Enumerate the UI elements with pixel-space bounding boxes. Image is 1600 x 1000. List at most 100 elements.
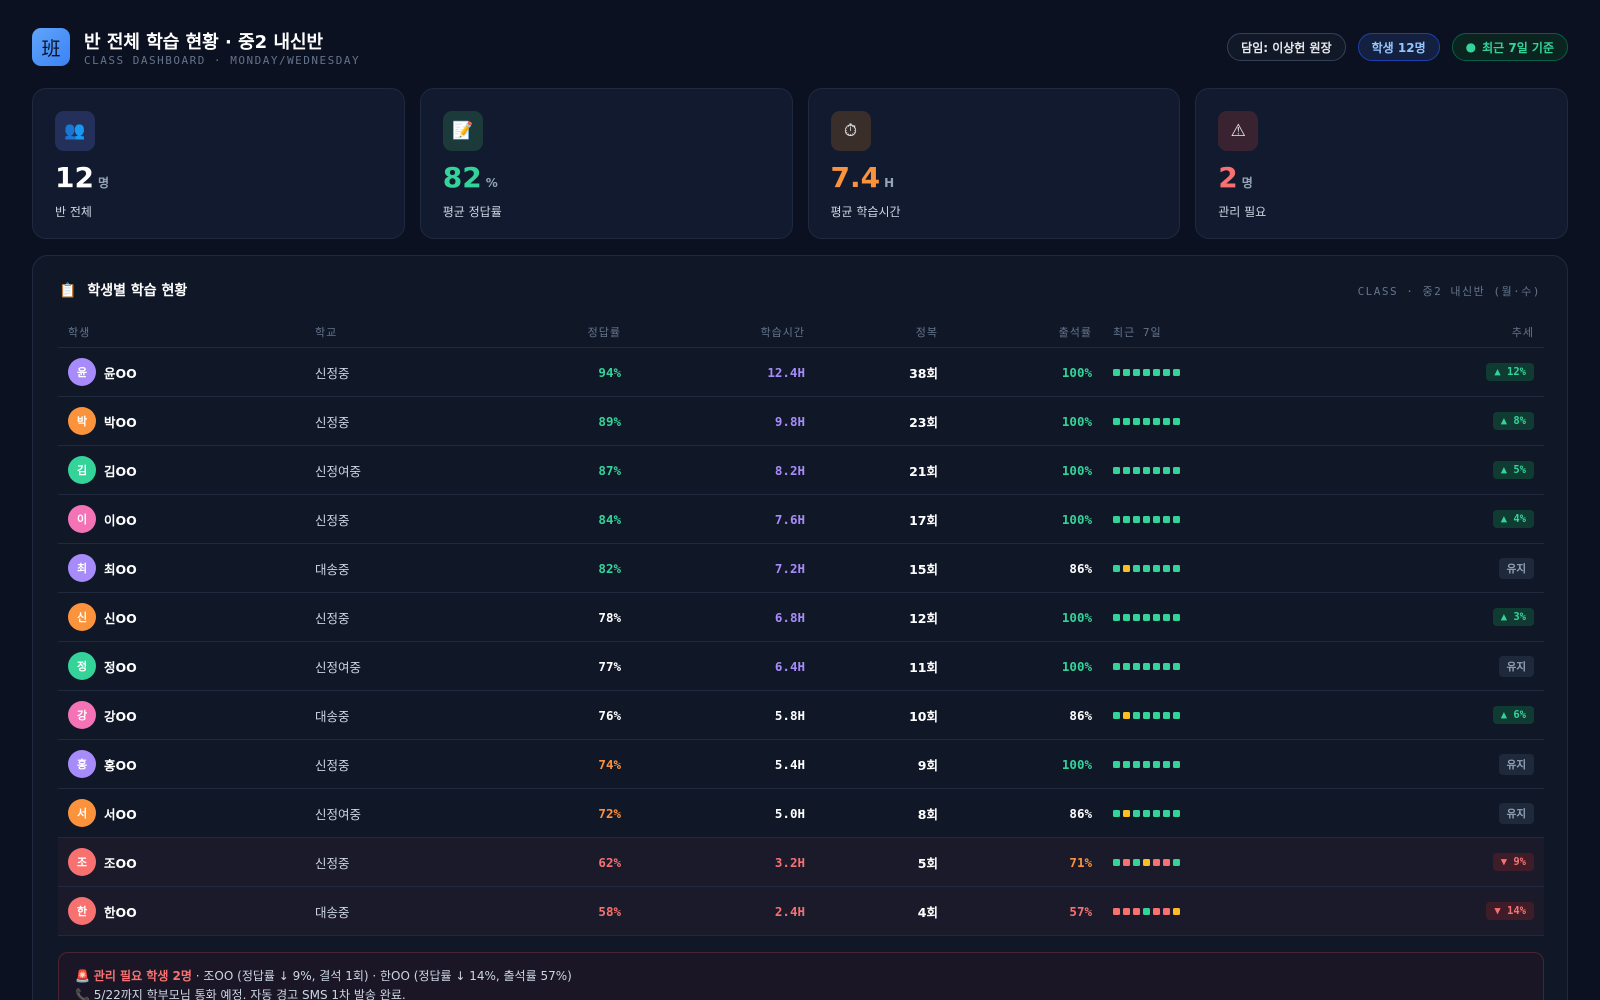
- recent-days: [1092, 907, 1312, 915]
- stat-number: 12: [55, 161, 94, 194]
- day-dot: [1163, 858, 1170, 866]
- avatar: 정: [68, 652, 96, 680]
- stat-cards: 👥 12 명 반 전체 📝 82% 평균 정답률 ⏱ 7.4 H 평균 학습시간 ⚠ 2 명 관리 필요: [32, 88, 1568, 239]
- accuracy: 58%: [598, 903, 621, 919]
- attendance: 86%: [1069, 560, 1092, 576]
- accuracy: 84%: [598, 511, 621, 527]
- student-name: 정OO: [104, 659, 137, 675]
- day-dot: [1153, 515, 1160, 523]
- day-dot: [1113, 564, 1120, 572]
- day-dot: [1113, 466, 1120, 474]
- student-cell: 최 최OO: [68, 554, 315, 582]
- day-dot: [1133, 417, 1140, 425]
- recent-days: [1092, 368, 1312, 376]
- day-dot: [1153, 417, 1160, 425]
- day-dot: [1163, 515, 1170, 523]
- study-hours: 8.2H: [774, 462, 805, 478]
- student-row: 박 박OO 신정중 89% 9.8H 23회 100% ▲ 8%: [58, 397, 1544, 446]
- student-cell: 박 박OO: [68, 407, 315, 435]
- alert-strong: 관리 필요 학생 2명: [93, 969, 192, 983]
- trend: ▲ 12%: [1486, 363, 1534, 381]
- stat-icon: 👥: [55, 111, 95, 151]
- recent-days: [1092, 662, 1312, 670]
- accuracy: 87%: [598, 462, 621, 478]
- count-badge: 학생 12명: [1357, 33, 1440, 61]
- avatar: 조: [68, 848, 96, 876]
- solve-count: 11회: [909, 659, 938, 675]
- teacher-badge: 담임: 이상헌 원장: [1227, 33, 1346, 61]
- day-dot: [1153, 858, 1160, 866]
- alert-line: 📞 5/22까지 학부모님 통화 예정. 자동 경고 SMS 1차 발송 완료.: [75, 986, 1527, 1000]
- stat-unit: 명: [97, 176, 110, 190]
- table-header: 학생 학교 정답률 학습시간 정복 출석률 최근 7일 추세: [58, 316, 1544, 348]
- day-dot: [1173, 466, 1180, 474]
- school: 대송중: [315, 561, 350, 577]
- panel-title: 📋 학생별 학습 현황: [59, 280, 187, 300]
- attendance: 100%: [1061, 462, 1092, 478]
- recent-days: [1092, 760, 1312, 768]
- solve-count: 12회: [909, 610, 938, 626]
- attendance: 100%: [1061, 511, 1092, 527]
- student-row: 최 최OO 대송중 82% 7.2H 15회 86% 유지: [58, 544, 1544, 593]
- day-dot: [1143, 466, 1150, 474]
- school: 신정여중: [315, 463, 362, 479]
- day-dot: [1163, 368, 1170, 376]
- student-name: 윤OO: [104, 365, 137, 381]
- solve-count: 15회: [909, 561, 938, 577]
- alert-icon: 🚨: [75, 969, 90, 983]
- student-row: 강 강OO 대송중 76% 5.8H 10회 86% ▲ 6%: [58, 691, 1544, 740]
- student-row: 정 정OO 신정여중 77% 6.4H 11회 100% 유지: [58, 642, 1544, 691]
- study-hours: 7.6H: [774, 511, 805, 527]
- day-dot: [1133, 809, 1140, 817]
- solve-count: 4회: [917, 904, 938, 920]
- attendance: 100%: [1061, 364, 1092, 380]
- day-dot: [1143, 515, 1150, 523]
- student-row: 윤 윤OO 신정중 94% 12.4H 38회 100% ▲ 12%: [58, 348, 1544, 397]
- day-dot: [1153, 711, 1160, 719]
- study-hours: 9.8H: [774, 413, 805, 429]
- avatar: 김: [68, 456, 96, 484]
- day-dot: [1163, 417, 1170, 425]
- study-hours: 6.4H: [774, 658, 805, 674]
- day-dot: [1173, 711, 1180, 719]
- attendance: 86%: [1069, 805, 1092, 821]
- panel-meta: CLASS · 중2 내신반 (월·수): [1357, 285, 1541, 298]
- logo: 班: [32, 28, 70, 66]
- attendance: 100%: [1061, 413, 1092, 429]
- school: 신정여중: [315, 806, 362, 822]
- recent-days: [1092, 809, 1312, 817]
- day-dot: [1163, 907, 1170, 915]
- phone-icon: 📞: [75, 988, 90, 1000]
- stat-label: 반 전체: [55, 205, 92, 219]
- day-dot: [1113, 858, 1120, 866]
- student-name: 신OO: [104, 610, 137, 626]
- avatar: 강: [68, 701, 96, 729]
- school: 신정여중: [315, 659, 362, 675]
- day-dot: [1123, 809, 1130, 817]
- study-hours: 5.8H: [774, 707, 805, 723]
- day-dot: [1163, 809, 1170, 817]
- solve-count: 38회: [909, 365, 938, 381]
- student-cell: 한 한OO: [68, 897, 315, 925]
- day-dot: [1113, 368, 1120, 376]
- student-panel: 📋 학생별 학습 현황 CLASS · 중2 내신반 (월·수) 학생 학교 정답률…: [32, 255, 1568, 1000]
- trend: 유지: [1498, 655, 1534, 677]
- day-dot: [1173, 368, 1180, 376]
- stat-number: 82: [442, 161, 482, 194]
- school: 신정중: [315, 512, 350, 528]
- day-dot: [1123, 368, 1130, 376]
- student-name: 서OO: [104, 806, 137, 822]
- student-cell: 홍 홍OO: [68, 750, 315, 778]
- study-hours: 12.4H: [767, 364, 805, 380]
- day-dot: [1123, 760, 1130, 768]
- day-dot: [1123, 417, 1130, 425]
- day-dot: [1113, 417, 1120, 425]
- recent-days: [1092, 858, 1312, 866]
- column-header: 최근 7일: [1113, 325, 1162, 339]
- student-cell: 서 서OO: [68, 799, 315, 827]
- day-dot: [1113, 760, 1120, 768]
- student-name: 한OO: [104, 904, 137, 920]
- student-cell: 신 신OO: [68, 603, 315, 631]
